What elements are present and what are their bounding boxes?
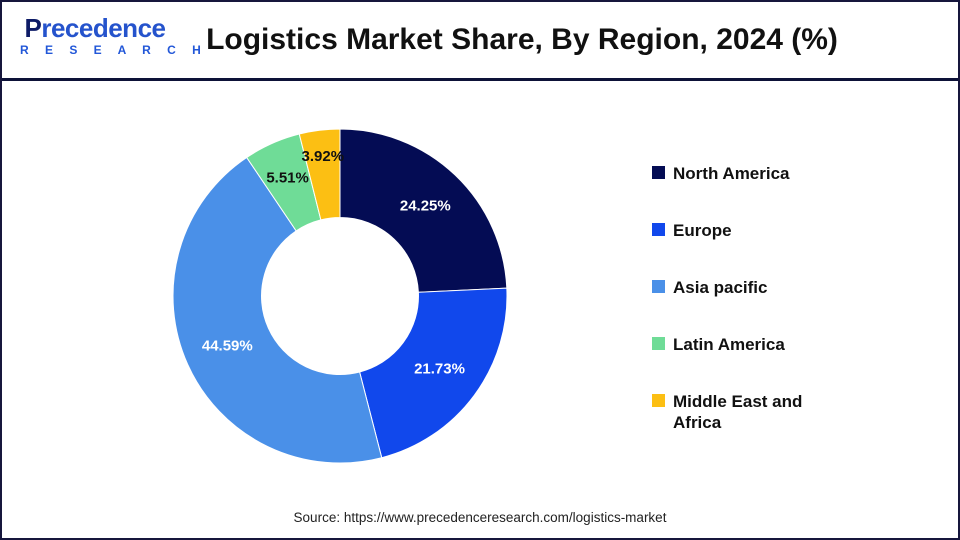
legend-swatch-asia-pacific	[652, 280, 665, 293]
header: Precedence R E S E A R C H Logistics Mar…	[2, 2, 958, 81]
chart-title: Logistics Market Share, By Region, 2024 …	[206, 23, 838, 56]
donut-slice-middle-east-and-africa	[298, 129, 341, 221]
chart-area: 24.25% 21.73% 44.59% 5.51% 3.92% North Ameri…	[2, 81, 958, 537]
logo-initial-letter: P	[24, 13, 42, 43]
donut-slice-asia-pacific	[173, 156, 383, 463]
donut-slice-north-america	[339, 129, 507, 293]
legend-item-europe: Europe	[652, 220, 825, 241]
source-text: Source: https://www.precedenceresearch.c…	[293, 510, 667, 525]
logo-wordmark-rest: recedence	[41, 13, 166, 43]
logo-subtitle: R E S E A R C H	[20, 43, 208, 57]
legend-swatch-north-america	[652, 166, 665, 179]
legend-swatch-middle-east-and-africa	[652, 394, 665, 407]
data-label-latin-america: 5.51%	[266, 170, 309, 187]
legend-item-asia-pacific: Asia pacific	[652, 277, 825, 298]
legend-item-latin-america: Latin America	[652, 334, 825, 355]
data-label-north-america: 24.25%	[400, 198, 451, 215]
data-label-middle-east-and-africa: 3.92%	[302, 148, 345, 165]
donut-chart: 24.25% 21.73% 44.59% 5.51% 3.92%	[173, 129, 507, 463]
data-label-asia-pacific: 44.59%	[202, 338, 253, 355]
legend-label-middle-east-and-africa: Middle East and Africa	[673, 392, 803, 432]
data-label-europe: 21.73%	[414, 360, 465, 377]
logo-wordmark: Precedence	[20, 15, 170, 41]
legend-label-europe: Europe	[673, 221, 732, 240]
donut-slice-europe	[359, 287, 507, 459]
precedence-research-logo: Precedence R E S E A R C H	[20, 15, 208, 57]
legend-swatch-latin-america	[652, 337, 665, 350]
legend-swatch-europe	[652, 223, 665, 236]
legend-label-asia-pacific: Asia pacific	[673, 278, 768, 297]
legend-item-middle-east-and-africa: Middle East and Africa	[652, 391, 825, 433]
chart-legend: North America Europe Asia pacific Latin Ame…	[652, 163, 825, 469]
legend-label-north-america: North America	[673, 164, 790, 183]
legend-label-latin-america: Latin America	[673, 335, 785, 354]
legend-item-north-america: North America	[652, 163, 825, 184]
